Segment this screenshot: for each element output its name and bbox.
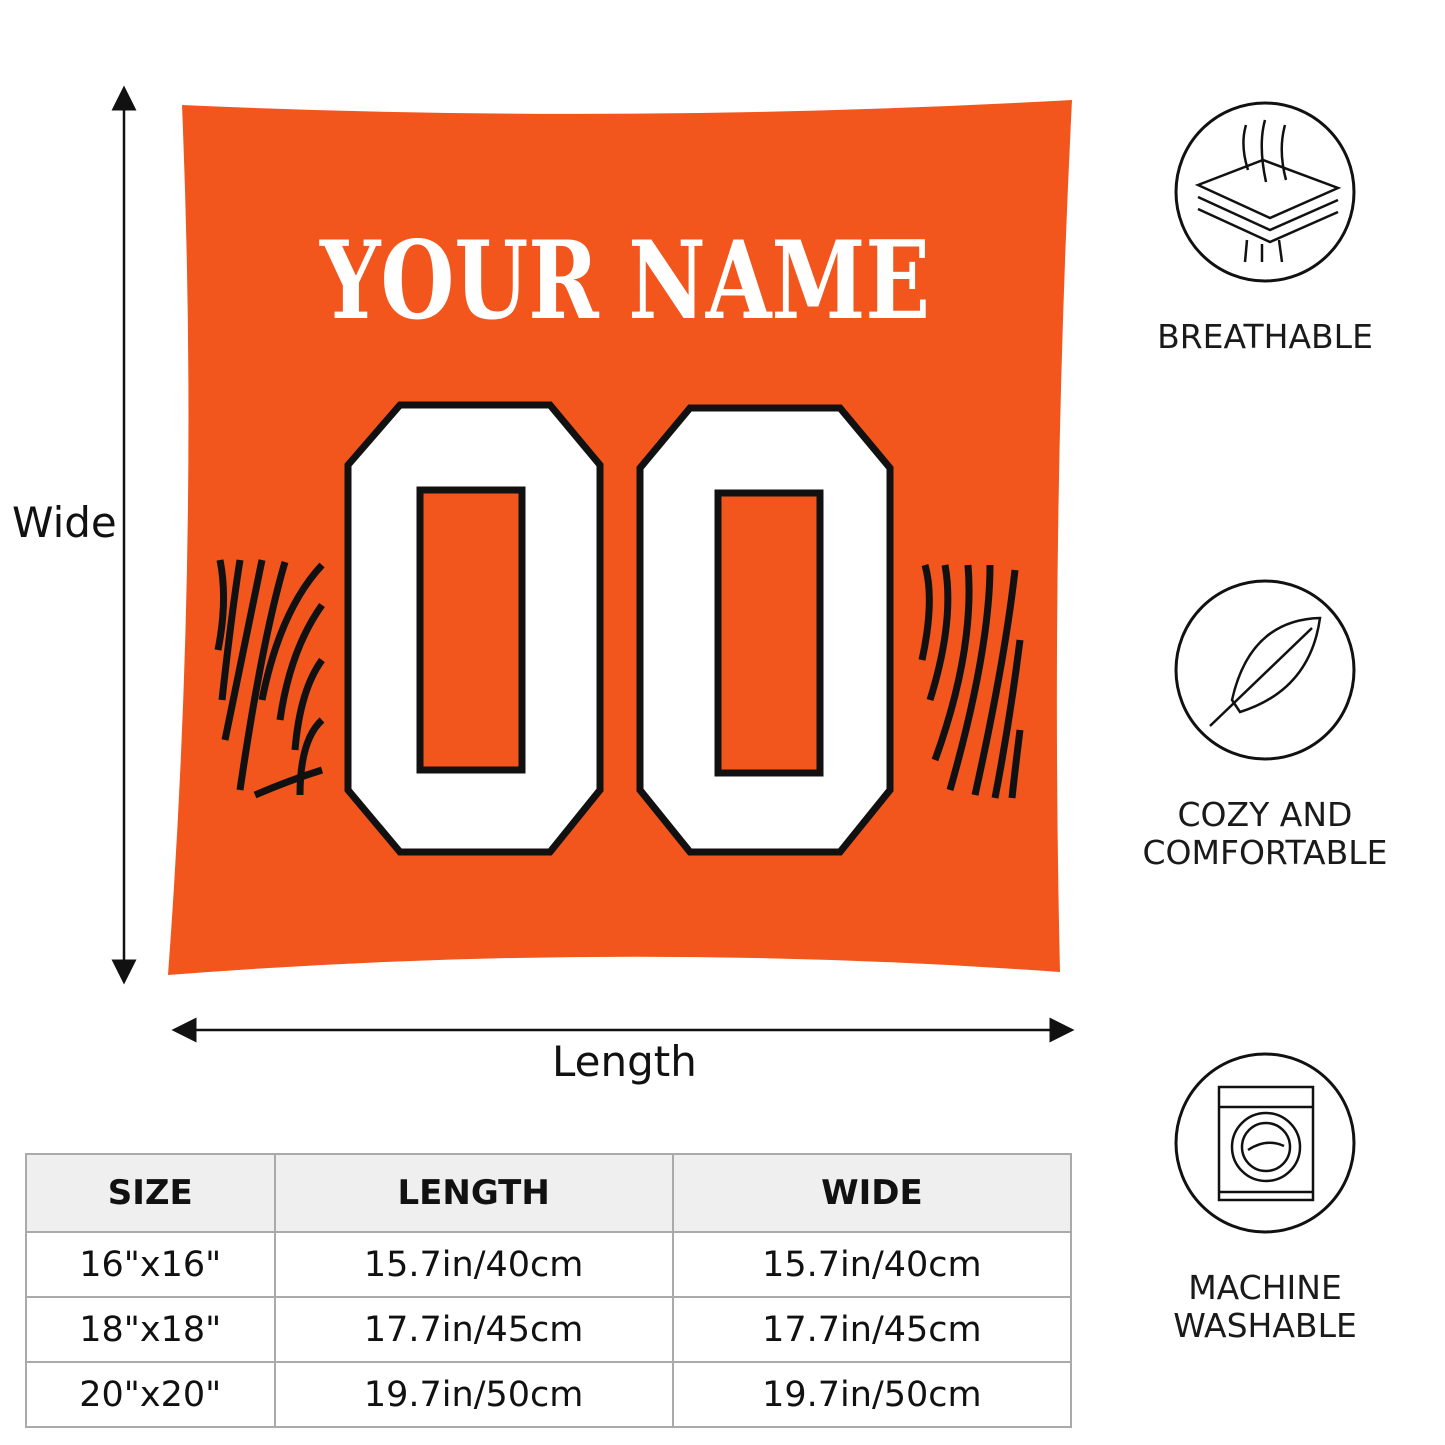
washing-machine-icon: [1217, 1085, 1315, 1202]
wide-label: Wide: [12, 498, 117, 547]
table-row: 16"x16" 15.7in/40cm 15.7in/40cm: [25, 1231, 1073, 1298]
feature-breathable-label: BREATHABLE: [1115, 318, 1415, 356]
tiger-stripes-left: [214, 559, 325, 799]
feather-icon: [1209, 616, 1322, 727]
feature-line: COZY AND: [1177, 795, 1353, 834]
tiger-stripes-right: [918, 564, 1024, 799]
feature-line: BREATHABLE: [1157, 317, 1373, 356]
cozy-icon-circle: [1174, 579, 1356, 761]
table-header-row: SIZE LENGTH WIDE: [25, 1153, 1073, 1233]
cell-size: 20"x20": [25, 1361, 276, 1428]
header-size: SIZE: [25, 1153, 276, 1233]
cell-size: 18"x18": [25, 1296, 276, 1363]
cell-size: 16"x16": [25, 1231, 276, 1298]
breathable-icon-circle: [1174, 101, 1356, 283]
table-row: 20"x20" 19.7in/50cm 19.7in/50cm: [25, 1361, 1073, 1428]
table-row: 18"x18" 17.7in/45cm 17.7in/45cm: [25, 1296, 1073, 1363]
length-label: Length: [552, 1037, 697, 1086]
cell-length: 15.7in/40cm: [273, 1231, 674, 1298]
breathable-layers-icon: [1194, 119, 1342, 263]
header-wide: WIDE: [671, 1153, 1073, 1233]
feature-cozy-label: COZY AND COMFORTABLE: [1115, 796, 1415, 872]
custom-name-text: YOUR NAME: [319, 218, 930, 344]
header-length: LENGTH: [273, 1153, 674, 1233]
cell-wide: 19.7in/50cm: [671, 1361, 1073, 1428]
washable-icon-circle: [1174, 1052, 1356, 1234]
feature-washable-label: MACHINE WASHABLE: [1115, 1269, 1415, 1345]
size-table: SIZE LENGTH WIDE 16"x16" 15.7in/40cm 15.…: [25, 1153, 1073, 1428]
cell-wide: 17.7in/45cm: [671, 1296, 1073, 1363]
cell-length: 19.7in/50cm: [273, 1361, 674, 1428]
feature-line: MACHINE: [1188, 1268, 1342, 1307]
cell-length: 17.7in/45cm: [273, 1296, 674, 1363]
feature-line: WASHABLE: [1173, 1306, 1357, 1345]
feature-line: COMFORTABLE: [1142, 833, 1388, 872]
cell-wide: 15.7in/40cm: [671, 1231, 1073, 1298]
jersey-number: [344, 401, 894, 856]
